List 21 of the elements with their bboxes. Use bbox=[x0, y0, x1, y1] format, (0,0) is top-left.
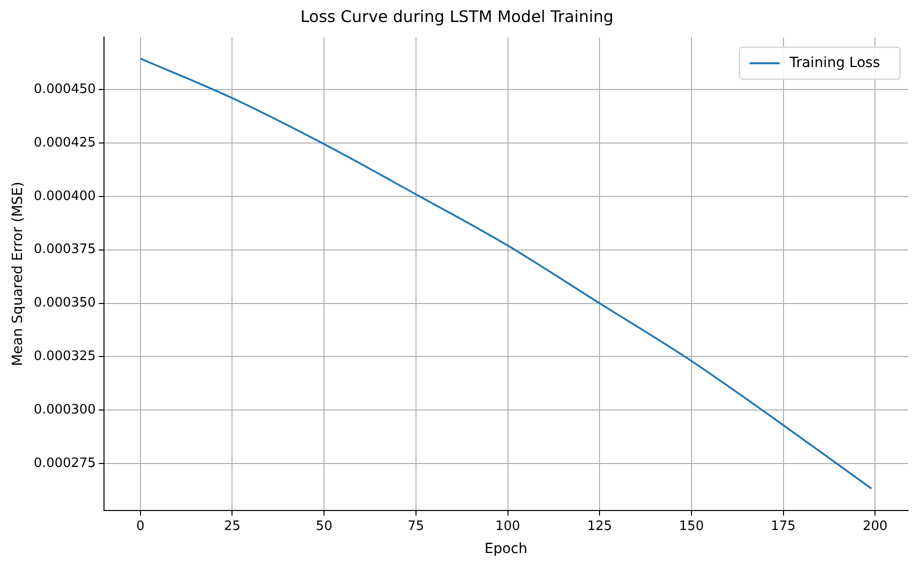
y-tick-label: 0.000375 bbox=[34, 242, 96, 258]
y-tick-label: 0.000450 bbox=[34, 82, 96, 97]
x-axis-title: Epoch bbox=[484, 541, 528, 558]
y-tick-label: 0.000350 bbox=[34, 296, 96, 311]
x-tick-label: 150 bbox=[679, 518, 704, 534]
x-tick-label: 75 bbox=[408, 518, 424, 534]
y-tick-label: 0.000400 bbox=[34, 188, 96, 204]
x-tick-label: 50 bbox=[316, 518, 332, 534]
x-tick-label: 0 bbox=[136, 518, 145, 534]
x-tick-label: 200 bbox=[862, 518, 888, 534]
y-tick-label: 0.000300 bbox=[34, 402, 96, 418]
y-tick-label: 0.000275 bbox=[34, 456, 96, 471]
chart-title: Loss Curve during LSTM Model Training bbox=[300, 6, 614, 26]
x-tick-label: 25 bbox=[224, 518, 240, 534]
y-tick-label: 0.000325 bbox=[34, 349, 96, 364]
x-tick-label: 100 bbox=[495, 518, 520, 534]
x-tick-label: 175 bbox=[770, 518, 796, 534]
x-tick-label: 125 bbox=[587, 518, 612, 534]
y-axis-title: Mean Squared Error (MSE) bbox=[10, 182, 26, 366]
y-tick-label: 0.000425 bbox=[34, 135, 96, 150]
legend-label: Training Loss bbox=[788, 54, 880, 71]
